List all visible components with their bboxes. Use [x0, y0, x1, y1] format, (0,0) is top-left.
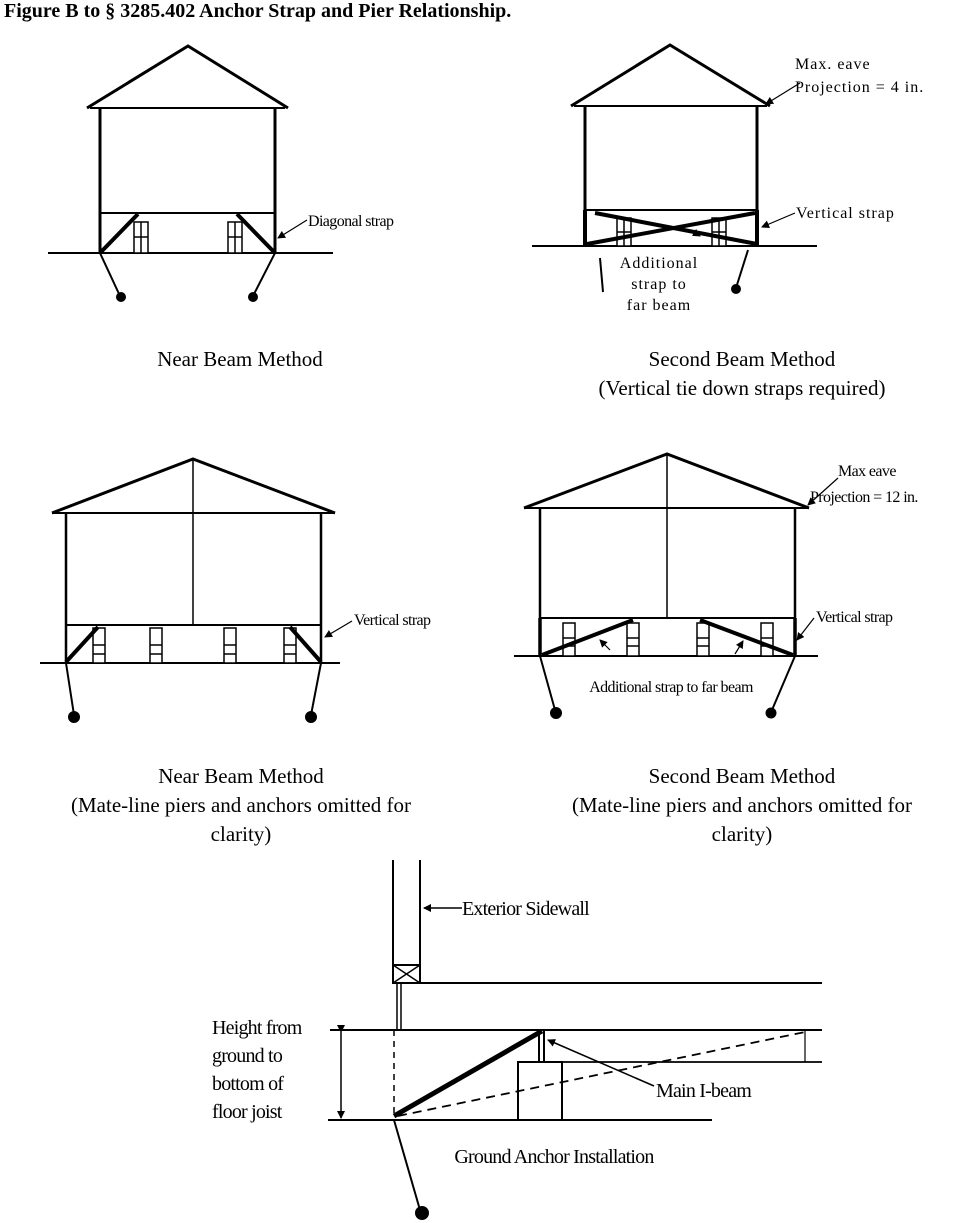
- pier: [223, 627, 237, 664]
- caption-line: Second Beam Method: [648, 347, 836, 371]
- ground-anchor: [765, 707, 777, 719]
- leader: [324, 620, 353, 638]
- caption-line: (Vertical tie down straps required): [598, 376, 886, 400]
- caption-line: Second Beam Method: [648, 764, 836, 788]
- near-beam-double-diagram: [40, 457, 353, 723]
- pier: [626, 622, 640, 657]
- eave-label-line1: Max. eave: [795, 56, 871, 73]
- ground-anchor-installation-diagram: [328, 860, 822, 1220]
- roof: [86, 44, 289, 110]
- ground-anchor-installation-caption: Ground Anchor Installation: [454, 1146, 654, 1168]
- near-beam-double-caption: Near Beam Method (Mate-line piers and an…: [20, 762, 462, 849]
- ground-anchor: [248, 292, 258, 302]
- ground-anchor: [415, 1206, 429, 1220]
- anchor-rod: [771, 655, 796, 711]
- anchor-rod: [65, 662, 75, 716]
- ground-anchor: [68, 711, 80, 723]
- leader: [547, 1039, 655, 1087]
- leader: [277, 219, 308, 239]
- caption-line: (Mate-line piers and anchors omitted for: [71, 793, 411, 817]
- cross-strap: [541, 618, 634, 657]
- height-label-line4: floor joist: [212, 1101, 283, 1123]
- pier: [149, 627, 163, 664]
- height-label-line3: bottom of: [212, 1073, 284, 1095]
- ground-anchor: [305, 711, 317, 723]
- vertical-strap-label: Vertical strap: [796, 205, 895, 222]
- pier: [92, 627, 106, 664]
- additional-strap-line1: Additional: [620, 255, 698, 272]
- cross-strap: [699, 618, 794, 657]
- leader: [796, 617, 815, 641]
- pier: [696, 622, 710, 657]
- leader: [689, 228, 701, 237]
- vertical-strap-label: Vertical strap: [816, 609, 893, 626]
- height-label-line2: ground to: [212, 1045, 283, 1067]
- strap: [392, 1028, 544, 1119]
- diagonal-strap: [288, 625, 323, 664]
- leader: [599, 639, 611, 651]
- anchor-rod: [539, 655, 556, 711]
- diagonal-strap: [64, 625, 100, 664]
- figure-title: Figure B to § 3285.402 Anchor Strap and …: [4, 0, 512, 22]
- additional-strap-line2: strap to: [631, 276, 687, 293]
- main-i-beam-label: Main I-beam: [656, 1080, 752, 1102]
- second-beam-diagram: [532, 43, 817, 294]
- leader: [807, 477, 839, 506]
- second-beam-double-diagram: [514, 452, 839, 719]
- dashed-strap: [397, 1031, 806, 1117]
- caption-line: Near Beam Method: [157, 347, 323, 371]
- eave-label-line2: Projection = 12 in.: [810, 489, 918, 506]
- pier: [517, 1061, 563, 1121]
- pier: [133, 221, 149, 254]
- caption-line: Near Beam Method: [158, 764, 324, 788]
- second-beam-caption: Second Beam Method (Vertical tie down st…: [532, 345, 952, 403]
- height-label-line1: Height from: [212, 1017, 303, 1039]
- diagonal-strap-label: Diagonal strap: [308, 213, 394, 230]
- ground-anchor: [116, 292, 126, 302]
- pier: [227, 221, 243, 254]
- pier: [616, 217, 632, 247]
- anchor-rod: [310, 662, 322, 716]
- anchor-rod: [393, 1119, 421, 1211]
- cross-strap: [594, 211, 758, 246]
- additional-strap-line3: far beam: [627, 297, 691, 314]
- caption-line: clarity): [711, 822, 773, 846]
- anchor-rod: [99, 252, 121, 297]
- diagonal-strap: [235, 212, 277, 255]
- caption-line: clarity): [210, 822, 272, 846]
- ground-anchor: [550, 707, 562, 719]
- caption-line: (Mate-line piers and anchors omitted for: [572, 793, 912, 817]
- diagonal-strap: [98, 212, 140, 255]
- ground-anchor: [731, 284, 741, 294]
- exterior-sidewall-label: Exterior Sidewall: [462, 898, 590, 920]
- pier: [562, 622, 576, 657]
- roof: [570, 43, 771, 108]
- near-beam-diagram: [48, 44, 333, 302]
- second-beam-double-caption: Second Beam Method (Mate-line piers and …: [520, 762, 962, 849]
- anchor-rod: [735, 249, 749, 289]
- leader: [765, 82, 801, 105]
- leader: [734, 640, 744, 655]
- eave-label-line1: Max eave: [838, 463, 896, 480]
- pier: [760, 622, 774, 657]
- near-beam-caption: Near Beam Method: [40, 345, 440, 374]
- anchor-rod: [252, 252, 276, 297]
- leader: [761, 212, 796, 228]
- eave-label-line2: Projection = 4 in.: [795, 79, 924, 96]
- additional-strap-label: Additional strap to far beam: [589, 679, 754, 696]
- vertical-strap-label: Vertical strap: [354, 612, 431, 629]
- anchor-rod: [599, 257, 604, 293]
